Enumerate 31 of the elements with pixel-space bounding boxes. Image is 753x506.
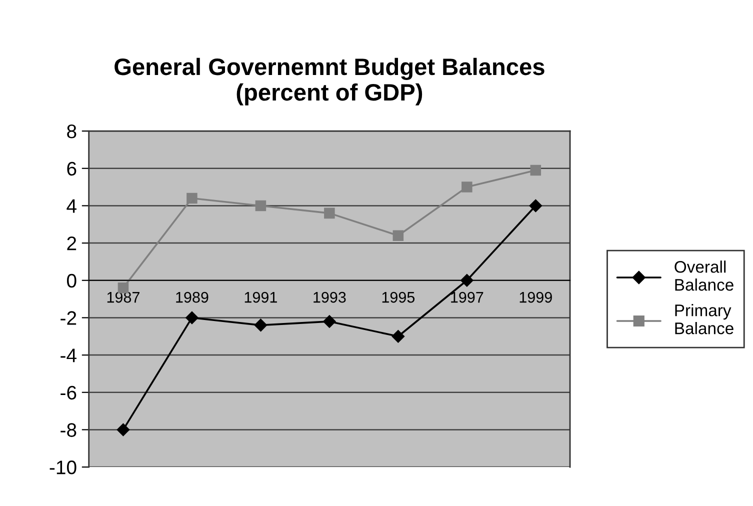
point: [116, 423, 130, 436]
point: [529, 199, 542, 212]
point: [392, 230, 404, 241]
x-tick-label: 1991: [244, 292, 277, 303]
y-tick-label: 2: [67, 236, 76, 250]
point: [186, 311, 198, 324]
y-tick-label: -8: [60, 423, 76, 437]
point: [186, 192, 198, 204]
x-tick-label: 1999: [520, 292, 552, 303]
point: [255, 200, 266, 212]
legend-label: Overall Balance: [674, 260, 734, 291]
point: [254, 318, 268, 332]
x-tick-label: 1993: [314, 292, 346, 303]
y-tick-label: 0: [66, 274, 76, 288]
point: [324, 208, 335, 219]
chart-title: General Governemnt Budget Balances (percent of GDP): [114, 58, 544, 106]
y-tick-label: 4: [66, 199, 76, 213]
y-tick-label: 6: [67, 162, 76, 176]
y-tick-label: 8: [67, 124, 76, 138]
y-tick-label: -2: [60, 311, 76, 325]
y-tick-label: -10: [50, 460, 76, 474]
x-tick-label: 1997: [451, 292, 484, 303]
x-tick-label: 1995: [382, 292, 415, 303]
point: [323, 315, 336, 328]
legend-label: Primary Balance: [675, 304, 734, 334]
x-tick-label: 1989: [176, 292, 208, 303]
point: [392, 330, 405, 343]
y-tick-label: -6: [60, 386, 76, 400]
point: [462, 182, 472, 192]
point: [530, 164, 542, 176]
y-tick-label: -4: [60, 348, 76, 362]
